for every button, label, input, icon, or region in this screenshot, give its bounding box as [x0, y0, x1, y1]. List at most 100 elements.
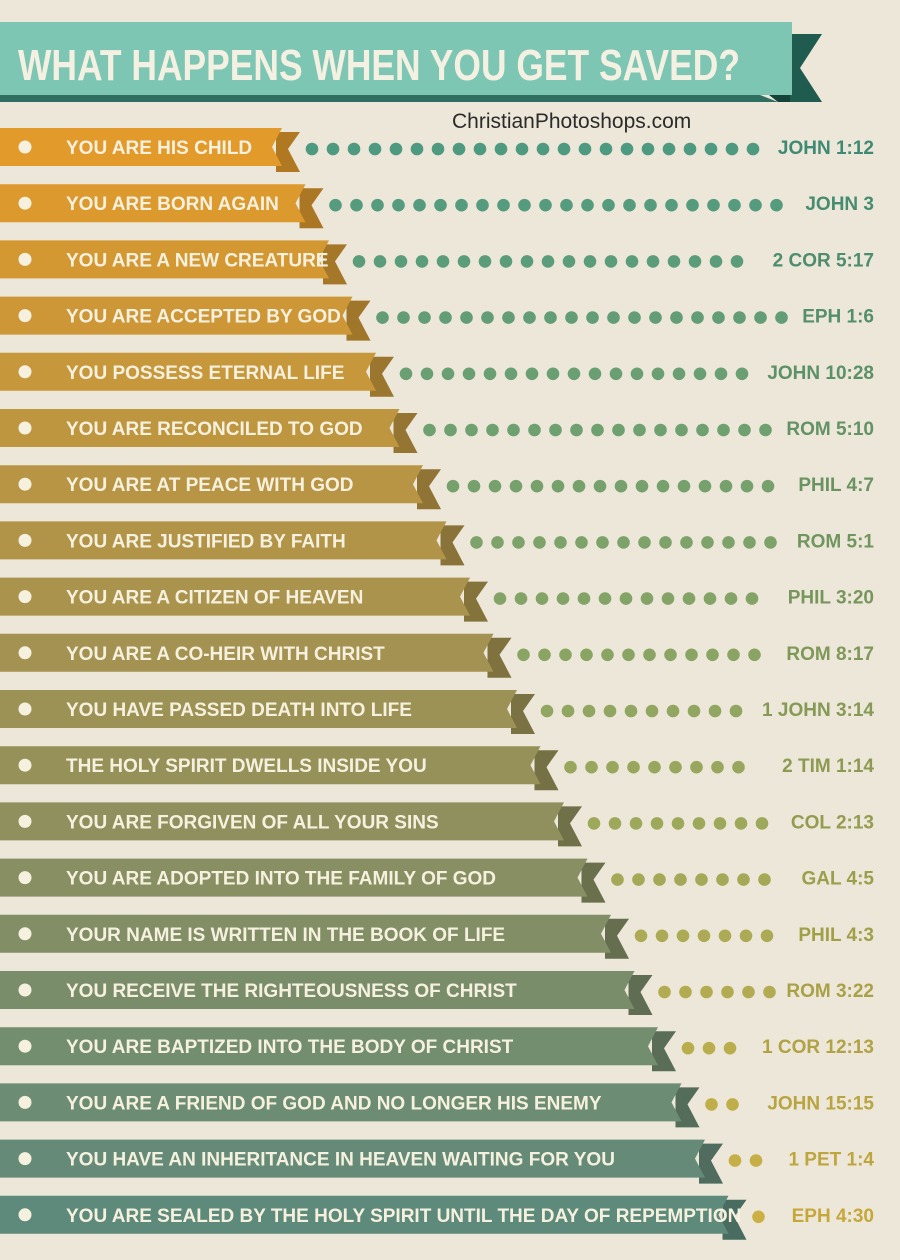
leader-dot: [538, 648, 551, 662]
leader-dot: [722, 536, 735, 549]
leader-dot: [565, 311, 578, 324]
leader-dot: [632, 873, 645, 886]
credit-text: ChristianPhotoshops.com: [452, 110, 691, 133]
leader-dot: [775, 311, 788, 324]
leader-dot: [607, 311, 620, 324]
leader-dot: [418, 311, 431, 324]
leader-dot: [371, 198, 384, 212]
scripture-reference: ROM 3:22: [786, 981, 874, 1002]
leader-dot: [712, 311, 725, 324]
leader-dot: [352, 255, 366, 268]
benefit-label: YOU ARE FORGIVEN OF ALL YOUR SINS: [66, 812, 439, 833]
leader-dot: [704, 142, 718, 156]
leader-dot: [599, 142, 613, 156]
benefit-label: YOU HAVE PASSED DEATH INTO LIFE: [66, 700, 412, 721]
ribbon-tail: [440, 525, 465, 566]
leader-dot: [415, 255, 429, 268]
leader-dot: [651, 367, 665, 381]
ribbon-band: [0, 633, 494, 672]
benefit-row: YOU ARE ADOPTED INTO THE FAMILY OF GOD GA…: [0, 858, 874, 903]
benefit-row: YOU ARE AT PEACE WITH GOD PHIL 4:7: [0, 465, 874, 510]
leader-dot: [693, 367, 707, 381]
ribbon-tail: [417, 469, 441, 510]
ribbon-tail: [323, 244, 347, 285]
ribbon-tail: [628, 975, 653, 1015]
scripture-reference: EPH 4:30: [792, 1206, 874, 1227]
leader-dot: [494, 142, 508, 156]
leader-dot: [512, 536, 525, 549]
leader-dot: [628, 311, 641, 324]
leader-dot: [737, 873, 750, 886]
leader-dot: [446, 479, 460, 493]
scripture-reference: PHIL 4:3: [798, 925, 874, 946]
leader-dot: [641, 142, 655, 156]
bullet-dot: [18, 1039, 32, 1053]
leader-dot: [714, 367, 728, 381]
ribbon-tail: [581, 862, 606, 903]
scripture-reference: ROM 5:10: [786, 419, 874, 440]
bullet-dot: [18, 140, 32, 154]
leader-dot: [728, 198, 741, 212]
title-ribbon-shadow: [0, 95, 778, 102]
leader-dot: [746, 142, 760, 156]
benefit-label: YOU ARE SEALED BY THE HOLY SPIRIT UNTIL …: [66, 1206, 741, 1227]
leader-dot: [623, 198, 636, 212]
leader-dot: [650, 817, 664, 830]
benefit-row: YOU HAVE PASSED DEATH INTO LIFE 1 JOHN 3:…: [0, 690, 874, 734]
leader-dot: [420, 367, 434, 381]
leader-dot: [644, 198, 657, 212]
benefit-row: YOU ARE ACCEPTED BY GOD EPH 1:6: [0, 296, 874, 341]
scripture-reference: ROM 5:1: [797, 531, 875, 552]
bullet-dot: [18, 871, 32, 885]
leader-dot: [667, 255, 681, 268]
leader-dot: [554, 536, 567, 549]
benefit-row: YOU RECEIVE THE RIGHTEOUSNESS OF CHRIST R…: [0, 971, 874, 1015]
leader-dot: [687, 704, 701, 718]
leader-dot: [740, 479, 754, 493]
scripture-reference: GAL 4:5: [801, 869, 874, 890]
leader-dot: [691, 311, 704, 324]
leader-dot: [397, 311, 410, 324]
bullet-dot: [18, 983, 32, 997]
bullet-dot: [18, 252, 32, 266]
leader-dot: [486, 423, 499, 437]
leader-dot: [719, 479, 733, 493]
bullet-dot: [18, 309, 32, 323]
benefit-row: YOU ARE A NEW CREATURE 2 COR 5:17: [0, 240, 874, 285]
leader-dot: [606, 760, 619, 774]
leader-dot: [646, 255, 660, 268]
leader-dot: [758, 873, 771, 886]
leader-dot: [759, 423, 772, 437]
leader-dot: [556, 592, 570, 605]
leader-dot: [560, 198, 573, 212]
bullet-dot: [18, 1152, 32, 1166]
benefit-label: YOU ARE BORN AGAIN: [66, 194, 279, 215]
leader-dot: [509, 479, 523, 493]
ribbon-tail: [276, 132, 300, 172]
ribbon-tail: [558, 806, 582, 847]
leader-dot: [460, 311, 473, 324]
leader-dot: [491, 536, 504, 549]
leader-dot: [763, 985, 776, 999]
benefit-label: YOU RECEIVE THE RIGHTEOUSNESS OF CHRIST: [66, 981, 517, 1002]
scripture-reference: PHIL 4:7: [798, 475, 874, 496]
leader-dot: [575, 536, 588, 549]
leader-dot: [624, 704, 638, 718]
leader-dot: [738, 423, 751, 437]
leader-dot: [608, 817, 622, 830]
leader-dot: [583, 255, 597, 268]
leader-dot: [685, 648, 698, 662]
benefit-label: YOU ARE A FRIEND OF GOD AND NO LONGER HI…: [66, 1093, 602, 1114]
leader-dot: [655, 929, 669, 943]
leader-dot: [520, 255, 534, 268]
ribbon-band: [0, 240, 329, 279]
bullet-dot: [18, 196, 32, 210]
leader-dot: [517, 648, 530, 662]
leader-dot: [675, 423, 688, 437]
leader-dot: [724, 592, 738, 605]
scripture-reference: JOHN 15:15: [767, 1093, 874, 1114]
ribbon-band: [0, 858, 588, 897]
leader-dot: [727, 648, 740, 662]
leader-dot: [611, 873, 624, 886]
